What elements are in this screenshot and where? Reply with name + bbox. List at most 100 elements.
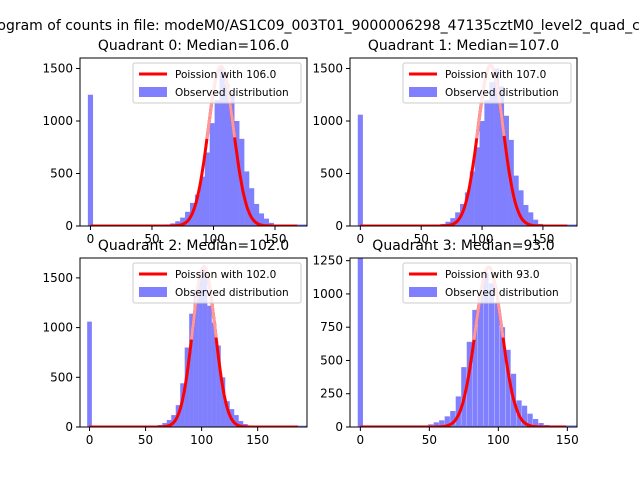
histogram-bar: [489, 82, 495, 226]
histogram-bar: [532, 419, 539, 427]
histogram-bar: [87, 321, 92, 427]
legend-patch-swatch: [409, 287, 437, 297]
histogram-bar: [234, 121, 240, 226]
x-tick-label: 0: [357, 232, 365, 246]
subplot-title: Quadrant 3: Median=93.0: [372, 238, 554, 254]
axes-frame: [79, 57, 308, 227]
legend-patch-swatch: [139, 287, 167, 297]
y-tick-label: 1000: [42, 321, 73, 335]
histogram-bar: [166, 420, 172, 427]
histogram-bar: [527, 413, 533, 427]
histogram-bar: [477, 293, 484, 427]
histogram-bar: [258, 213, 265, 226]
x-tick-label: 100: [471, 232, 494, 246]
subplot-title: Quadrant 2: Median=102.0: [98, 238, 289, 254]
histogram-bar: [484, 100, 490, 226]
histogram-bar: [523, 205, 529, 226]
legend-box: [132, 62, 302, 104]
histogram-bar: [528, 212, 534, 226]
histogram-bar: [224, 84, 230, 226]
histogram-bar: [505, 349, 511, 427]
x-tick-label: 150: [556, 433, 579, 447]
x-tick-label: 150: [531, 232, 554, 246]
histogram-bar: [450, 218, 456, 226]
x-tick-label: 100: [487, 433, 510, 447]
histogram-bar: [445, 221, 451, 226]
poisson-curve: [90, 64, 298, 226]
histogram-bar: [503, 115, 509, 226]
histogram-bar: [472, 309, 478, 427]
histogram-bar: [444, 416, 450, 427]
x-tick-label: 50: [414, 232, 429, 246]
legend-entry-poisson: Poission with 107.0: [445, 69, 546, 81]
x-tick-label: 150: [264, 232, 287, 246]
x-tick-label: 100: [202, 232, 225, 246]
histogram-bar: [469, 171, 475, 226]
histogram-bar: [263, 218, 269, 226]
x-tick-label: 50: [144, 232, 159, 246]
histogram-bar: [483, 272, 489, 427]
y-tick-label: 0: [65, 219, 73, 233]
histogram-bar: [357, 114, 363, 226]
legend-entry-observed: Observed distribution: [445, 287, 559, 299]
histogram-bar: [464, 192, 471, 226]
histogram-bar: [533, 219, 539, 226]
histogram-bar: [244, 171, 250, 226]
y-tick-label: 0: [335, 420, 343, 434]
y-tick-label: 1500: [42, 62, 73, 76]
histogram-bar: [466, 341, 472, 427]
axes-frame: [349, 257, 578, 428]
y-tick-label: 1000: [312, 287, 343, 301]
subplot-title: Quadrant 1: Median=107.0: [368, 38, 559, 54]
histogram-bar: [194, 194, 201, 226]
histogram-bar: [450, 411, 456, 427]
y-tick-label: 250: [320, 387, 343, 401]
y-tick-label: 1500: [312, 62, 343, 76]
histogram-bar: [238, 421, 244, 427]
legend-patch-swatch: [139, 87, 167, 97]
x-tick-label: 0: [86, 433, 94, 447]
histogram-bar: [202, 267, 208, 427]
legend-entry-observed: Observed distribution: [175, 87, 289, 99]
histogram-bar: [234, 415, 239, 427]
histogram-bar: [162, 423, 167, 427]
histogram-bar: [193, 289, 199, 427]
histogram-bar: [538, 423, 544, 427]
histogram-bar: [479, 121, 485, 226]
x-tick-label: 100: [190, 433, 213, 447]
histogram-bar: [220, 377, 226, 427]
y-tick-label: 0: [335, 219, 343, 233]
histogram-bar: [494, 303, 500, 427]
histogram-bar: [488, 283, 495, 427]
histogram-bar: [357, 258, 363, 427]
histogram-bar: [474, 147, 480, 226]
y-tick-label: 750: [320, 320, 343, 334]
histogram-bar: [180, 217, 186, 226]
y-tick-label: 1500: [42, 271, 73, 285]
legend-entry-observed: Observed distribution: [175, 287, 289, 299]
x-tick-label: 0: [87, 232, 95, 246]
poisson-curve: [360, 63, 568, 226]
histogram-bar: [199, 176, 206, 226]
legend-box: [402, 62, 572, 104]
histogram-bar: [439, 420, 445, 427]
histogram-bar: [214, 100, 220, 226]
subplot-title: Quadrant 0: Median=106.0: [98, 38, 289, 54]
histogram-bar: [229, 92, 235, 226]
histogram-bar: [494, 68, 500, 226]
legend-box: [132, 262, 302, 304]
axes-frame: [79, 257, 308, 428]
plot-area: [87, 265, 307, 427]
y-tick-label: 1000: [42, 114, 73, 128]
legend-patch-swatch: [409, 87, 437, 97]
y-tick-label: 1250: [312, 254, 343, 268]
histogram-bar: [521, 405, 528, 427]
legend-entry-poisson: Poission with 106.0: [175, 69, 276, 81]
legend-entry-poisson: Poission with 93.0: [445, 269, 540, 281]
x-tick-label: 50: [138, 433, 153, 447]
y-tick-label: 1000: [312, 114, 343, 128]
histogram-bar: [209, 123, 215, 226]
